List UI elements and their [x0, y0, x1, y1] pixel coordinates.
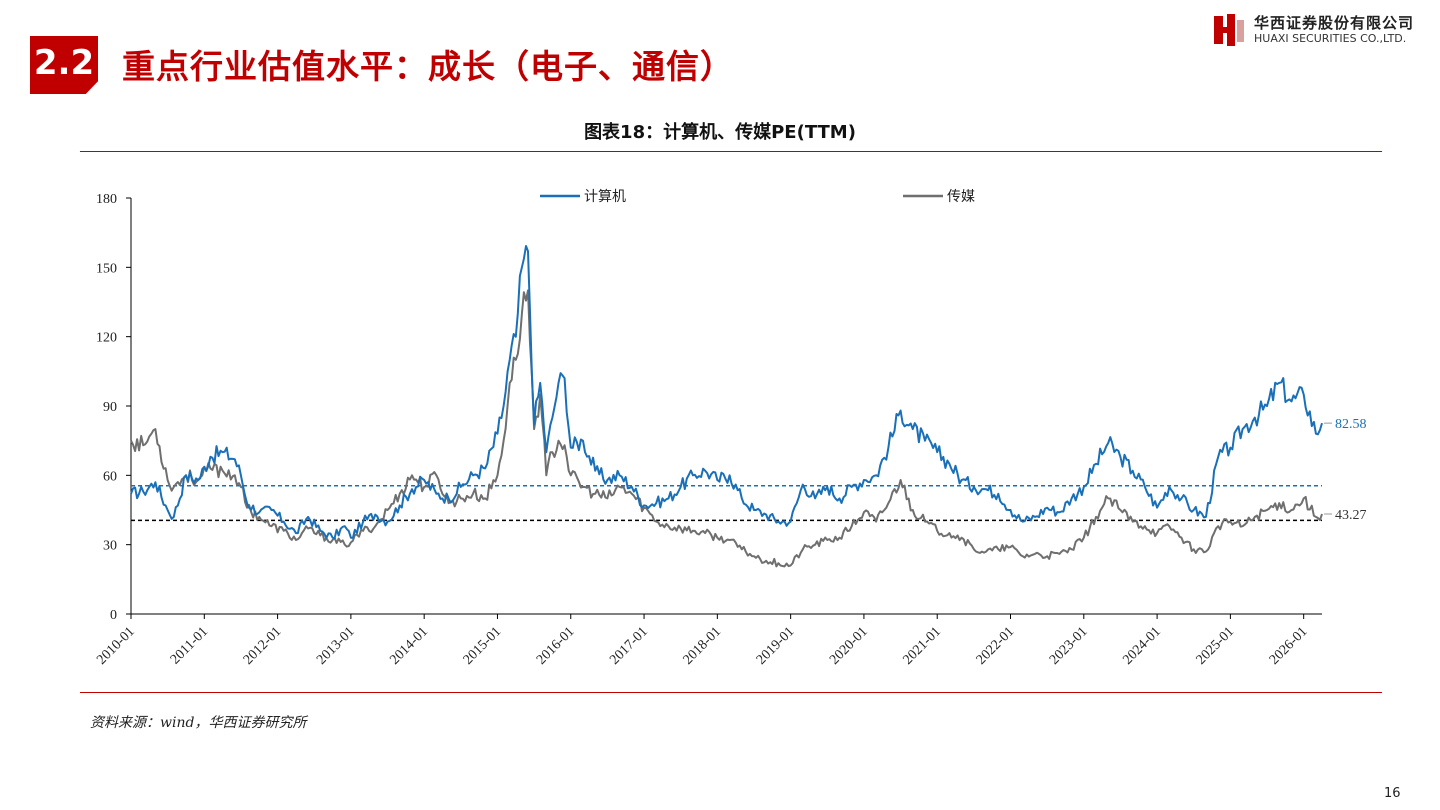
legend-label: 计算机 [584, 189, 626, 205]
x-tick-label: 2025-01 [1194, 624, 1238, 668]
huaxi-logo-icon [1214, 14, 1244, 46]
chart-legend: 计算机 传媒 [540, 189, 975, 205]
footer-divider [80, 692, 1382, 693]
page-title: 重点行业估值水平：成长（电子、通信） [122, 47, 734, 86]
x-tick-label: 2012-01 [241, 624, 285, 668]
y-tick-label: 150 [96, 261, 117, 276]
logo-cn-text: 华西证券股份有限公司 [1254, 14, 1415, 32]
x-tick-label: 2019-01 [754, 624, 798, 668]
end-value-label: 43.27 [1335, 508, 1367, 523]
x-tick-label: 2021-01 [900, 624, 944, 668]
chart-title: 图表18：计算机、传媒PE(TTM) [584, 122, 856, 143]
x-tick-label: 2011-01 [168, 624, 211, 667]
x-tick-label: 2024-01 [1120, 624, 1164, 668]
x-tick-label: 2014-01 [387, 624, 431, 668]
x-tick-label: 2017-01 [607, 624, 651, 668]
y-tick-label: 90 [103, 400, 117, 415]
x-tick-label: 2018-01 [681, 624, 725, 668]
reference-lines [131, 484, 1322, 522]
series-line-media [130, 289, 1323, 568]
y-tick-label: 120 [96, 331, 117, 346]
x-tick-label: 2023-01 [1047, 624, 1091, 668]
x-tick-label: 2022-01 [974, 624, 1018, 668]
series-layer [130, 245, 1323, 568]
source-note: 资料来源：wind，华西证券研究所 [90, 715, 307, 731]
y-tick-label: 60 [103, 469, 117, 484]
x-tick-label: 2016-01 [534, 624, 578, 668]
end-value-label: 82.58 [1335, 417, 1367, 432]
y-tick-label: 180 [96, 192, 117, 207]
series-line-computer [130, 245, 1323, 540]
section-badge: 2.2 [30, 36, 98, 94]
x-tick-label: 2015-01 [461, 624, 505, 668]
logo-en-text: HUAXI SECURITIES CO.,LTD. [1254, 32, 1407, 45]
x-tick-label: 2026-01 [1267, 624, 1311, 668]
title-divider [80, 151, 1382, 152]
end-labels: 82.58 43.27 [1324, 417, 1367, 523]
y-tick-label: 0 [110, 608, 117, 623]
x-tick-label: 2010-01 [94, 624, 138, 668]
legend-label: 传媒 [947, 189, 975, 205]
page-number: 16 [1384, 786, 1401, 801]
company-logo: 华西证券股份有限公司 HUAXI SECURITIES CO.,LTD. [1214, 12, 1429, 48]
y-tick-label: 30 [103, 539, 117, 554]
x-tick-label: 2013-01 [314, 624, 358, 668]
chart-axes: 0 30 60 90 120 150 180 2010-01 2011-01 2012-01 201… [94, 192, 1322, 668]
x-tick-label: 2020-01 [827, 624, 871, 668]
